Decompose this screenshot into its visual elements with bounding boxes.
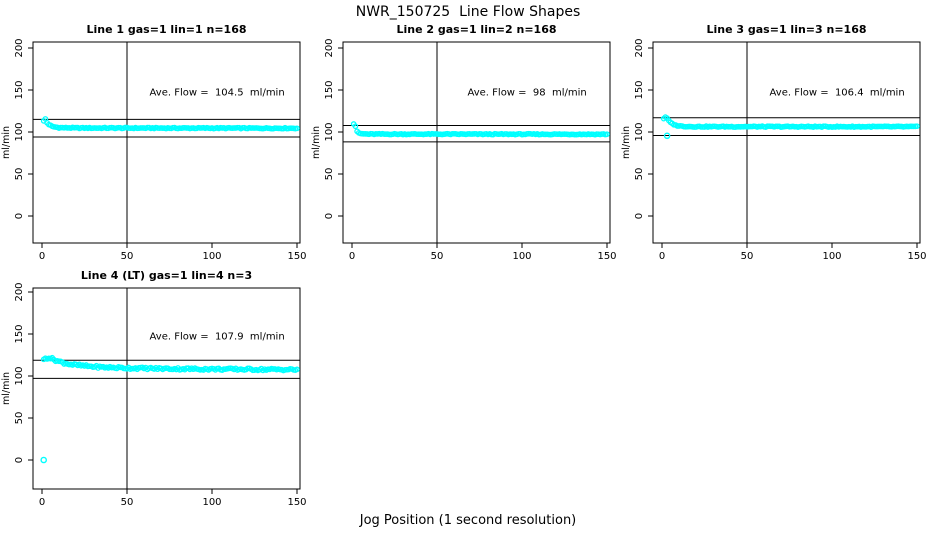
x-tick-label: 150	[287, 251, 306, 262]
data-points	[350, 121, 610, 138]
y-axis-title: ml/min	[1, 126, 12, 159]
y-tick-label: 200	[14, 282, 25, 301]
y-tick-label: 200	[634, 38, 645, 57]
data-points	[660, 114, 920, 131]
y-tick-label: 150	[14, 324, 25, 343]
x-tick-label: 0	[39, 251, 45, 262]
subplot-3: 0 50 100 150 200 0 50 100 150 ml/min Line 3 gas=1 …	[621, 23, 927, 262]
y-tick-label: 0	[324, 213, 335, 219]
x-tick-label: 50	[741, 251, 754, 262]
subplot-1: 0 50 100 150 200 0 50 100 150 ml/min Line 1 gas=1 …	[1, 23, 307, 262]
x-tick-label: 100	[512, 251, 531, 262]
y-tick-label: 50	[14, 412, 25, 425]
x-tick-label: 50	[121, 251, 134, 262]
y-tick-label: 100	[14, 366, 25, 385]
y-tick-label: 50	[634, 168, 645, 181]
outlier-point	[40, 456, 48, 464]
outlier-point	[663, 132, 671, 140]
figure-title: NWR_150725 Line Flow Shapes	[355, 4, 581, 20]
data-point	[604, 131, 610, 138]
ave-flow-annotation: Ave. Flow = 106.4 ml/min	[770, 88, 905, 99]
x-tick-label: 150	[287, 497, 306, 508]
x-tick-label: 100	[202, 497, 221, 508]
subplot-title: Line 4 (LT) gas=1 lin=4 n=3	[81, 269, 252, 282]
x-tick-label: 0	[39, 497, 45, 508]
y-tick-label: 50	[14, 168, 25, 181]
y-tick-label: 200	[324, 38, 335, 57]
subplot-title: Line 3 gas=1 lin=3 n=168	[706, 23, 866, 36]
y-tick-label: 100	[634, 122, 645, 141]
subplot-4: 0 50 100 150 200 0 50 100 150 ml/min Line 4 (LT) g…	[1, 269, 307, 508]
x-tick-label: 100	[822, 251, 841, 262]
x-tick-label: 50	[431, 251, 444, 262]
plot-box	[32, 41, 301, 244]
plot-box	[32, 287, 301, 490]
x-tick-label: 0	[349, 251, 355, 262]
data-point	[352, 123, 359, 130]
y-axis-title: ml/min	[621, 126, 632, 159]
subplot-title: Line 2 gas=1 lin=2 n=168	[396, 23, 556, 36]
y-tick-label: 200	[14, 38, 25, 57]
subplot-title: Line 1 gas=1 lin=1 n=168	[86, 23, 246, 36]
ave-flow-annotation: Ave. Flow = 104.5 ml/min	[150, 88, 285, 99]
y-tick-label: 100	[14, 122, 25, 141]
ave-flow-annotation: Ave. Flow = 107.9 ml/min	[150, 332, 285, 343]
plot-box	[342, 41, 611, 244]
y-axis-title: ml/min	[311, 126, 322, 159]
data-points	[40, 116, 300, 132]
data-point	[294, 125, 300, 132]
data-point	[294, 366, 300, 373]
data-points	[40, 354, 300, 374]
x-tick-label: 150	[907, 251, 926, 262]
y-tick-label: 150	[324, 80, 335, 99]
y-axis-title: ml/min	[1, 372, 12, 405]
y-tick-label: 100	[324, 122, 335, 141]
data-point	[914, 123, 920, 130]
x-axis-label: Jog Position (1 second resolution)	[359, 513, 577, 528]
y-tick-label: 150	[14, 80, 25, 99]
ave-flow-annotation: Ave. Flow = 98 ml/min	[467, 88, 586, 99]
x-tick-label: 50	[121, 497, 134, 508]
x-tick-label: 150	[597, 251, 616, 262]
plot-box	[652, 41, 921, 244]
y-tick-label: 0	[14, 457, 25, 463]
subplot-2: 0 50 100 150 200 0 50 100 150 ml/min Line 2 gas=1 …	[311, 23, 617, 262]
x-tick-label: 0	[659, 251, 665, 262]
y-tick-label: 50	[324, 168, 335, 181]
x-tick-label: 100	[202, 251, 221, 262]
y-tick-label: 0	[14, 213, 25, 219]
y-tick-label: 0	[634, 213, 645, 219]
y-tick-label: 150	[634, 80, 645, 99]
